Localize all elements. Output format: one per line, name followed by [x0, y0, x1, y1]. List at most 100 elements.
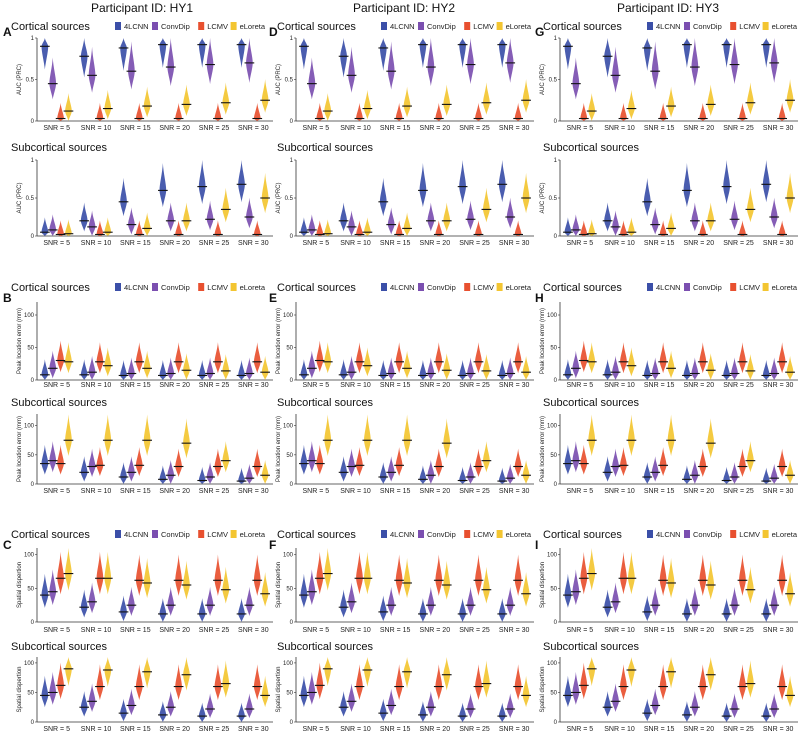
y-tick-label: 0	[554, 234, 558, 240]
violin-4lcnn	[120, 595, 127, 622]
violin-4lcnn	[498, 360, 506, 380]
y-tick-label: 0	[290, 482, 294, 488]
violin-eloreta	[522, 460, 530, 484]
violin-eloreta	[747, 82, 754, 115]
x-tick-label: SNR = 30	[499, 125, 530, 132]
violin-4lcnn	[379, 698, 387, 722]
violin-4lcnn	[300, 444, 308, 475]
y-axis-label: Peak location error (mm)	[540, 308, 546, 374]
violin-eloreta	[324, 548, 332, 591]
y-axis-label: Spatial dispertion	[540, 562, 546, 608]
violin-convdip	[467, 462, 474, 484]
violin-eloreta	[628, 657, 635, 687]
x-tick-label: SNR = 25	[199, 726, 230, 733]
violin-lcmv	[96, 342, 104, 374]
legend-swatch	[647, 22, 653, 30]
legend-label: ConvDip	[161, 22, 190, 31]
y-tick-label: 100	[24, 313, 35, 319]
violin-4lcnn	[723, 702, 730, 722]
x-tick-label: SNR = 5	[567, 240, 594, 247]
violin-4lcnn	[41, 359, 49, 380]
violin-eloreta	[403, 350, 411, 379]
x-tick-label: SNR = 10	[81, 382, 112, 389]
violin-convdip	[731, 693, 738, 719]
x-tick-label: SNR = 25	[459, 627, 490, 634]
legend-label: LCMV	[473, 530, 494, 539]
x-tick-label: SNR = 15	[120, 726, 151, 733]
violin-4lcnn	[762, 360, 770, 380]
legend-label: 4LCNN	[124, 530, 149, 539]
violin-4lcnn	[80, 691, 88, 717]
violin-4lcnn	[80, 589, 88, 618]
y-tick-label: 0	[290, 620, 294, 626]
violin-eloreta	[628, 347, 635, 377]
violin-4lcnn	[604, 38, 611, 78]
x-tick-label: SNR = 10	[340, 627, 371, 634]
x-tick-label: SNR = 30	[763, 726, 794, 733]
violin-eloreta	[65, 414, 72, 456]
violin-convdip	[167, 357, 175, 380]
violin-4lcnn	[159, 598, 167, 622]
violin-lcmv	[57, 102, 64, 121]
y-axis-label: Peak location error (mm)	[276, 308, 282, 374]
panel-label: I	[535, 538, 538, 552]
y-tick-label: 0	[31, 620, 35, 626]
x-tick-label: SNR = 10	[604, 382, 635, 389]
violin-convdip	[770, 586, 778, 616]
x-tick-label: SNR = 30	[499, 726, 530, 733]
legend-swatch	[464, 283, 471, 291]
violin-convdip	[691, 202, 699, 232]
violin-convdip	[49, 214, 57, 236]
violin-4lcnn	[643, 177, 651, 217]
legend-label: eLoreta	[240, 530, 266, 539]
y-tick-label: 100	[24, 424, 35, 430]
violin-lcmv	[356, 342, 363, 374]
violin-lcmv	[175, 448, 182, 477]
y-tick-label: 0	[554, 620, 558, 626]
violin-eloreta	[324, 657, 332, 686]
violin-eloreta	[483, 660, 490, 698]
violin-convdip	[387, 688, 395, 716]
x-tick-label: SNR = 10	[604, 125, 635, 132]
legend-swatch	[230, 530, 237, 538]
violin-eloreta	[747, 660, 754, 698]
violin-convdip	[691, 357, 699, 380]
violin-lcmv	[316, 340, 324, 373]
violin-eloreta	[628, 414, 635, 456]
violin-eloreta	[667, 657, 675, 689]
violin-lcmv	[57, 662, 64, 700]
violin-lcmv	[316, 102, 324, 121]
x-tick-label: SNR = 30	[763, 488, 794, 495]
violin-convdip	[691, 38, 699, 87]
violin-convdip	[128, 357, 135, 380]
violin-4lcnn	[723, 598, 730, 622]
violin-eloreta	[588, 414, 596, 456]
violin-convdip	[246, 38, 253, 83]
violin-lcmv	[739, 102, 746, 121]
violin-lcmv	[739, 342, 746, 374]
violin-lcmv	[435, 220, 443, 236]
x-tick-label: SNR = 30	[238, 488, 269, 495]
violin-lcmv	[699, 664, 707, 701]
violin-lcmv	[253, 220, 261, 236]
legend-swatch	[230, 22, 237, 30]
violin-eloreta	[261, 675, 269, 708]
violin-convdip	[387, 41, 395, 90]
x-tick-label: SNR = 20	[420, 627, 451, 634]
legend-swatch	[730, 530, 737, 538]
violin-eloreta	[403, 212, 411, 236]
x-tick-label: SNR = 15	[120, 240, 151, 247]
violin-lcmv	[435, 664, 443, 701]
violin-eloreta	[364, 89, 371, 120]
violin-4lcnn	[604, 589, 611, 618]
violin-eloreta	[588, 548, 596, 591]
violin-4lcnn	[564, 675, 572, 708]
violin-lcmv	[135, 554, 143, 597]
violin-lcmv	[175, 554, 182, 597]
violin-4lcnn	[198, 360, 206, 380]
violin-convdip	[731, 586, 738, 616]
legend-swatch	[152, 283, 158, 291]
violin-convdip	[206, 462, 214, 484]
violin-lcmv	[214, 342, 222, 374]
violin-convdip	[49, 671, 57, 705]
